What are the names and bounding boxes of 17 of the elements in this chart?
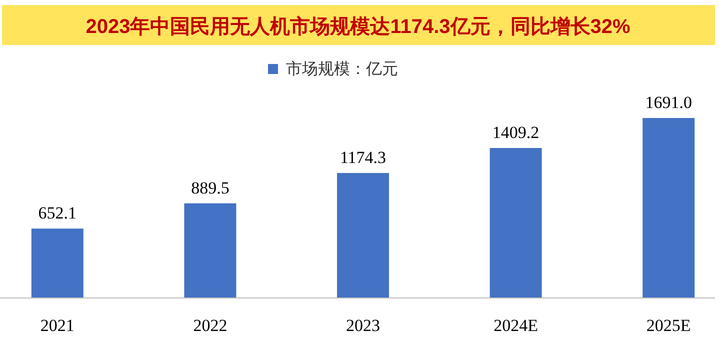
data-label: 1409.2 — [492, 122, 540, 142]
bar — [642, 118, 695, 298]
x-tick-label: 2025E — [646, 316, 691, 335]
bar — [31, 228, 84, 298]
bar — [184, 203, 236, 298]
x-tick-label: 2023 — [346, 316, 380, 335]
x-tick-label: 2024E — [494, 316, 538, 335]
x-tick-label: 2022 — [193, 316, 228, 335]
data-label: 889.5 — [191, 178, 230, 198]
data-label: 1691.0 — [645, 93, 692, 112]
data-label: 652.1 — [38, 204, 77, 223]
legend-label: 市场规模：亿元 — [286, 60, 398, 78]
bar — [337, 173, 389, 298]
x-tick-label: 2021 — [40, 316, 74, 335]
chart-title: 2023年中国民用无人机市场规模达1174.3亿元，同比增长32% — [86, 15, 631, 38]
data-label: 1174.3 — [340, 148, 386, 167]
bar — [490, 148, 542, 298]
